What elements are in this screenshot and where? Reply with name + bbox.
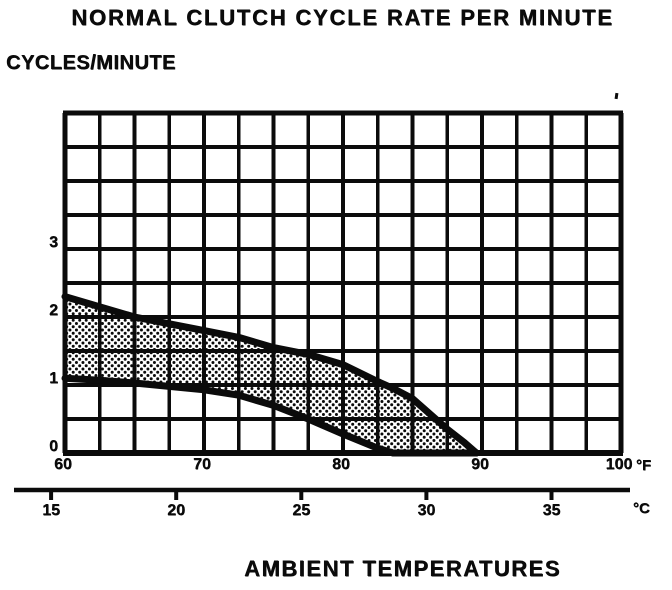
y-tick-label: 0	[49, 438, 58, 455]
celsius-tick-marks	[49, 490, 554, 500]
chart-title: NORMAL CLUTCH CYCLE RATE PER MINUTE	[71, 5, 614, 30]
band-lower-curve	[61, 374, 480, 457]
y-axis-title: CYCLES/MINUTE	[6, 52, 176, 74]
celsius-tick-label: 25	[292, 502, 311, 519]
celsius-tick-label: 15	[42, 502, 60, 519]
fahrenheit-tick-label: 100	[605, 456, 633, 473]
y-tick-label: 3	[49, 234, 58, 251]
celsius-tick-label: 35	[542, 502, 561, 519]
celsius-tick-label: 30	[417, 502, 436, 519]
celsius-tick-label: 20	[167, 502, 186, 519]
operating-band-fill	[65, 296, 477, 453]
celsius-unit-label: °C	[633, 500, 650, 517]
fahrenheit-tick-label: 90	[471, 456, 489, 473]
fahrenheit-tick-label: 80	[332, 456, 350, 473]
y-tick-label: 2	[49, 302, 58, 319]
y-tick-label: 1	[49, 370, 58, 387]
band-upper-curve	[61, 293, 480, 457]
fahrenheit-unit-label: °F	[636, 457, 652, 474]
fahrenheit-tick-label: 70	[193, 456, 211, 473]
x-axis-title: AMBIENT TEMPERATURES	[244, 556, 561, 581]
fahrenheit-tick-label: 60	[54, 456, 72, 473]
